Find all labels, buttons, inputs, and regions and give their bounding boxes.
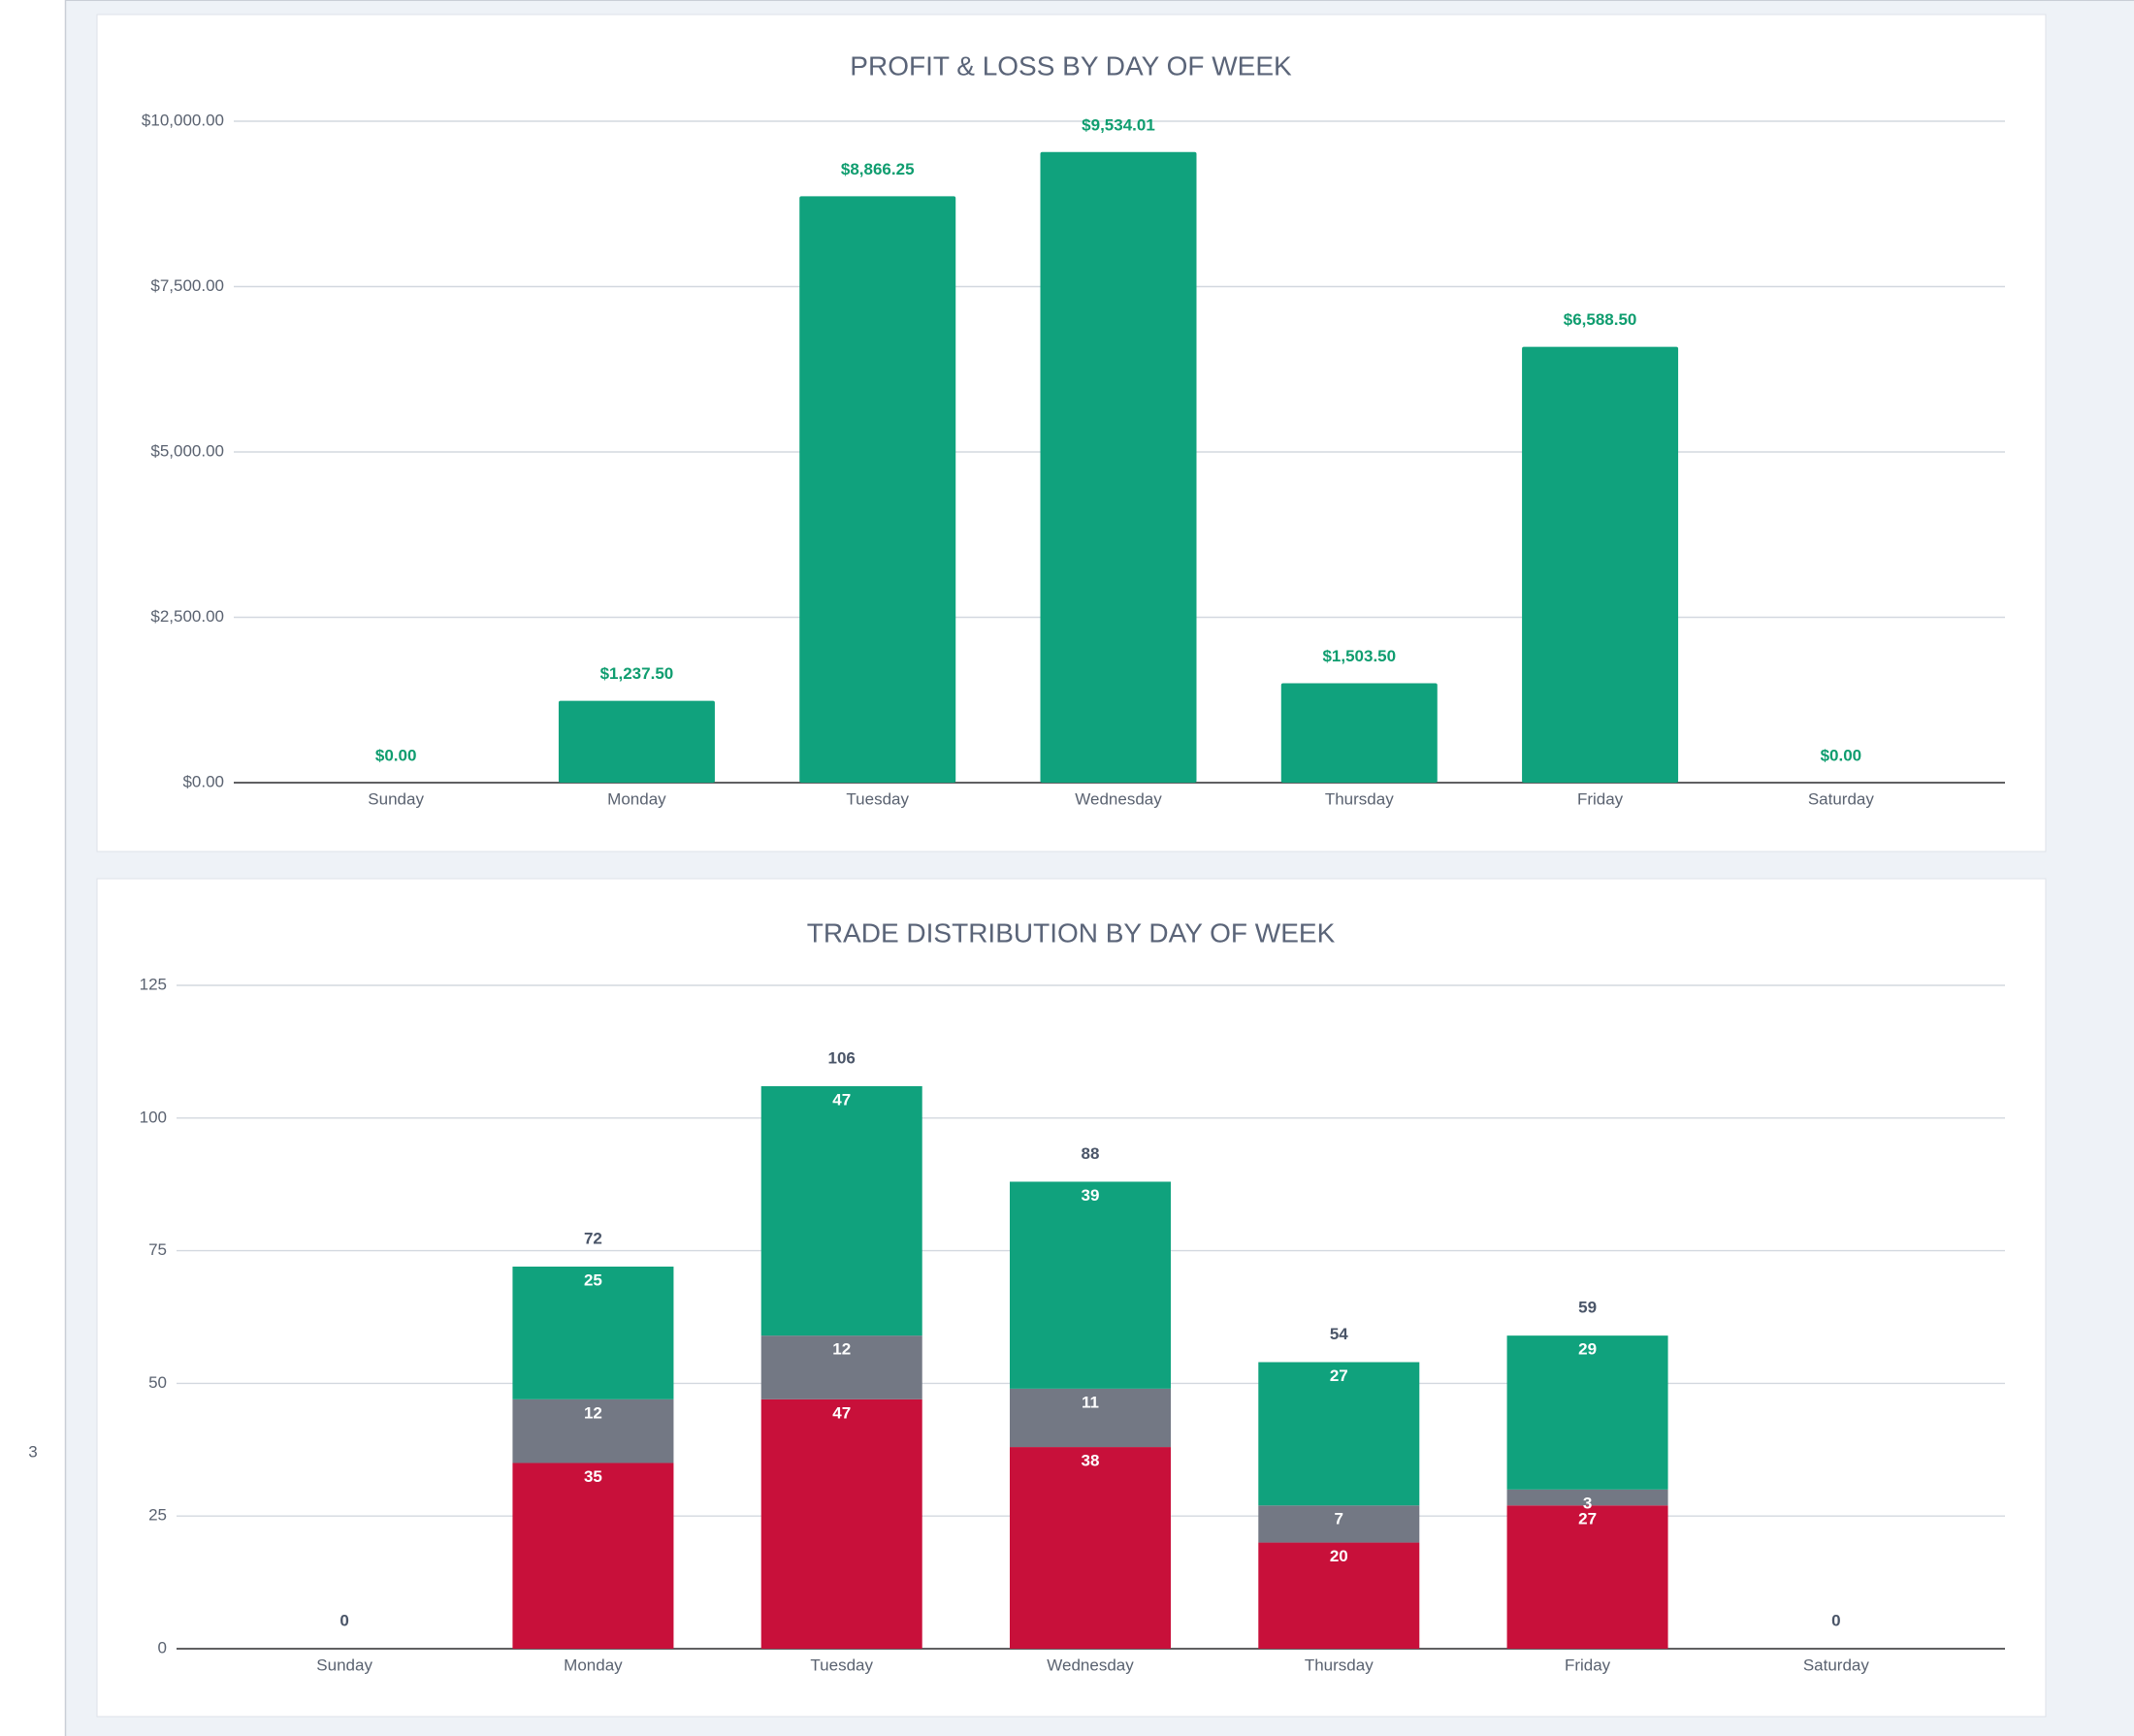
bar xyxy=(558,700,715,783)
bar-segment xyxy=(512,1398,674,1463)
total-label: 0 xyxy=(340,1611,348,1629)
value-label: $1,237.50 xyxy=(600,664,674,683)
value-label: $8,866.25 xyxy=(841,160,915,178)
segment-label: 12 xyxy=(584,1403,602,1422)
bar-segment xyxy=(760,1085,922,1336)
chart-title: PROFIT & LOSS BY DAY OF WEEK xyxy=(850,50,1292,80)
y-tick-label: 100 xyxy=(140,1108,167,1126)
y-tick-label: 25 xyxy=(148,1506,167,1525)
segment-label: 38 xyxy=(1082,1452,1100,1470)
x-tick-label: Sunday xyxy=(316,1656,372,1674)
value-label: $0.00 xyxy=(1821,746,1862,764)
value-label: $9,534.01 xyxy=(1082,115,1155,134)
x-tick-label: Wednesday xyxy=(1075,789,1162,808)
segment-label: 35 xyxy=(584,1467,602,1486)
sidebar xyxy=(0,0,65,1736)
segment-label: 11 xyxy=(1082,1393,1099,1411)
y-tick-label: 125 xyxy=(140,975,167,993)
bar xyxy=(799,196,956,783)
y-tick-label: $10,000.00 xyxy=(142,111,224,129)
bar-segment xyxy=(1258,1505,1420,1543)
x-tick-label: Monday xyxy=(564,1656,623,1674)
y-tick-label: 50 xyxy=(148,1373,167,1392)
bar-segment xyxy=(1506,1505,1668,1649)
segment-label: 27 xyxy=(1578,1510,1597,1528)
segment-label: 3 xyxy=(1583,1494,1592,1512)
x-tick-label: Sunday xyxy=(368,789,424,808)
segment-label: 12 xyxy=(832,1340,851,1359)
bar xyxy=(1522,346,1679,783)
y-tick-label: $5,000.00 xyxy=(150,441,224,460)
x-tick-label: Tuesday xyxy=(810,1656,873,1674)
sidebar-label: 3 xyxy=(28,1442,37,1461)
bar xyxy=(1280,683,1438,783)
y-tick-label: $0.00 xyxy=(182,772,224,790)
segment-label: 25 xyxy=(584,1271,602,1290)
total-label: 106 xyxy=(828,1048,856,1067)
x-tick-label: Friday xyxy=(1577,789,1624,808)
x-tick-label: Monday xyxy=(607,789,666,808)
x-tick-label: Saturday xyxy=(1803,1656,1870,1674)
y-tick-label: 0 xyxy=(158,1638,167,1656)
bar-segment xyxy=(760,1335,922,1399)
bar-segment xyxy=(1258,1542,1420,1649)
bar-segment xyxy=(1010,1388,1171,1448)
x-tick-label: Thursday xyxy=(1305,1656,1374,1674)
value-label: $6,588.50 xyxy=(1564,310,1637,329)
total-label: 59 xyxy=(1578,1299,1597,1317)
y-tick-label: $2,500.00 xyxy=(150,607,224,626)
bar-segment xyxy=(1506,1335,1668,1490)
x-tick-label: Saturday xyxy=(1808,789,1875,808)
segment-label: 47 xyxy=(832,1090,851,1109)
value-label: $0.00 xyxy=(375,746,417,764)
bar-segment xyxy=(1010,1447,1171,1649)
bar xyxy=(1040,151,1197,783)
x-tick-label: Thursday xyxy=(1325,789,1394,808)
x-tick-label: Tuesday xyxy=(846,789,909,808)
x-tick-label: Wednesday xyxy=(1047,1656,1134,1674)
total-label: 54 xyxy=(1330,1325,1348,1343)
segment-label: 27 xyxy=(1330,1366,1348,1385)
segment-label: 29 xyxy=(1578,1340,1597,1359)
bar-segment xyxy=(1506,1489,1668,1506)
bar-segment xyxy=(512,1463,674,1649)
y-tick-label: $7,500.00 xyxy=(150,276,224,295)
bar-segment xyxy=(760,1398,922,1649)
value-label: $1,503.50 xyxy=(1322,647,1396,665)
total-label: 88 xyxy=(1082,1144,1100,1163)
segment-label: 39 xyxy=(1082,1186,1100,1205)
bar-segment xyxy=(1258,1362,1420,1506)
total-label: 0 xyxy=(1831,1611,1840,1629)
chart-title: TRADE DISTRIBUTION BY DAY OF WEEK xyxy=(807,917,1336,948)
y-tick-label: 75 xyxy=(148,1240,167,1259)
bar-segment xyxy=(1010,1181,1171,1389)
x-tick-label: Friday xyxy=(1565,1656,1611,1674)
segment-label: 20 xyxy=(1330,1547,1348,1565)
bar-segment xyxy=(512,1267,674,1399)
total-label: 72 xyxy=(584,1230,602,1248)
segment-label: 47 xyxy=(832,1403,851,1422)
segment-label: 7 xyxy=(1335,1510,1343,1528)
